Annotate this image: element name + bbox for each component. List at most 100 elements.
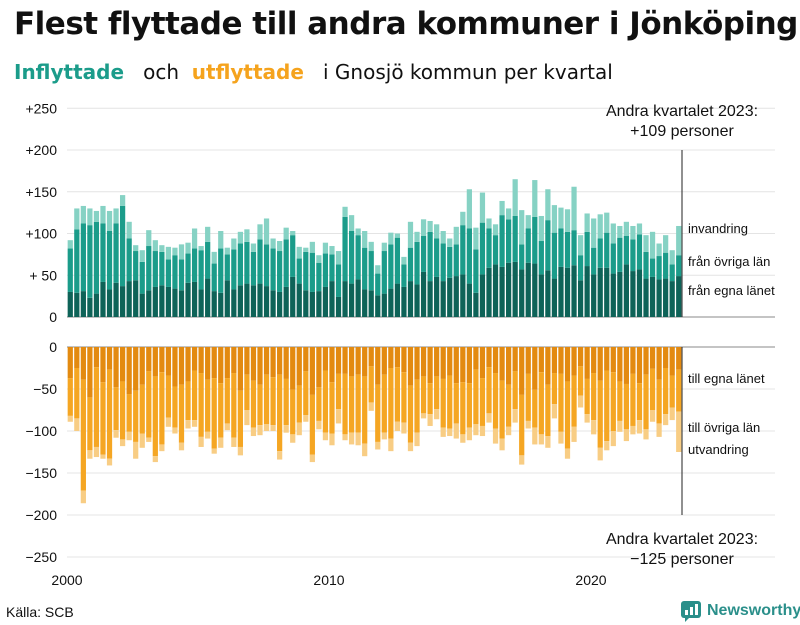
bar-out-1 (486, 367, 492, 414)
bar-in-2 (263, 218, 270, 245)
bar-out-2 (617, 420, 623, 432)
bar-out-0 (270, 347, 276, 378)
bar-in-2 (257, 224, 263, 240)
bar-out-0 (348, 347, 355, 377)
bar-out-1 (231, 373, 237, 438)
bar-in-0 (617, 271, 623, 317)
bar-out-0 (244, 347, 250, 375)
bar-out-0 (67, 347, 73, 379)
bar-out-2 (506, 426, 512, 436)
bar-in-1 (551, 232, 558, 279)
bar-in-1 (126, 238, 132, 282)
bar-out-2 (231, 437, 237, 447)
bar-out-0 (460, 347, 466, 383)
bar-in-2 (244, 229, 250, 242)
bar-out-1 (610, 372, 616, 431)
bar-out-2 (126, 431, 132, 441)
bar-in-2 (93, 210, 100, 222)
bar-in-1 (146, 246, 152, 291)
y-tick-top: +200 (25, 142, 57, 158)
bar-out-1 (322, 370, 329, 433)
bar-out-1 (401, 372, 407, 423)
bar-in-2 (407, 221, 414, 248)
bar-out-1 (185, 381, 191, 421)
bar-out-1 (283, 378, 289, 426)
bar-in-0 (571, 265, 577, 317)
bar-out-1 (335, 373, 342, 410)
bar-out-1 (296, 385, 302, 423)
bar-in-1 (296, 258, 302, 284)
bar-out-1 (453, 383, 459, 424)
bar-out-0 (335, 347, 342, 374)
bar-out-0 (119, 347, 126, 382)
bar-out-2 (466, 427, 472, 441)
bar-in-0 (630, 271, 636, 317)
bar-in-2 (440, 231, 446, 244)
bar-out-0 (623, 347, 629, 384)
bar-out-0 (630, 347, 636, 374)
bar-in-1 (231, 249, 237, 290)
bar-out-0 (178, 347, 185, 385)
bar-in-0 (329, 281, 335, 318)
bar-in-2 (447, 238, 453, 247)
bar-in-2 (303, 247, 309, 252)
bar-out-0 (355, 347, 361, 375)
bar-out-1 (80, 379, 86, 491)
bar-out-0 (604, 347, 610, 371)
newsworthy-logo-icon (681, 601, 701, 622)
bar-out-0 (414, 347, 420, 380)
bar-out-1 (597, 380, 603, 448)
bar-in-2 (283, 227, 289, 240)
bar-in-2 (100, 205, 106, 224)
annotation-top: Andra kvartalet 2023: (606, 103, 758, 120)
bar-out-1 (466, 383, 472, 428)
migration-chart: +250 +200 +150 +100 + 50 0 0 −50 −100 −150 −200 −25… (25, 100, 775, 588)
bar-in-1 (669, 264, 675, 282)
bar-out-2 (649, 410, 656, 422)
bar-in-2 (80, 205, 86, 224)
bar-out-1 (113, 387, 119, 431)
bar-in-2 (198, 246, 204, 251)
bar-out-2 (460, 434, 466, 443)
bar-in-2 (185, 242, 191, 254)
bar-out-1 (649, 368, 656, 410)
bar-out-2 (375, 441, 381, 450)
bar-in-1 (453, 244, 459, 277)
y-tick-bottom: −150 (25, 465, 57, 481)
bar-out-1 (414, 379, 420, 433)
bar-out-2 (453, 423, 459, 439)
bar-in-1 (381, 251, 387, 294)
bar-in-1 (577, 255, 584, 281)
y-tick-top: 0 (49, 309, 57, 325)
bar-in-0 (669, 281, 675, 318)
bar-out-1 (519, 394, 525, 456)
bar-in-1 (257, 239, 263, 284)
bar-out-0 (453, 347, 459, 384)
bar-out-1 (152, 376, 158, 457)
y-tick-bottom: −250 (25, 549, 57, 565)
bar-in-1 (342, 216, 348, 282)
bar-in-0 (303, 290, 309, 317)
bar-out-0 (591, 347, 597, 374)
bar-out-2 (348, 432, 355, 445)
bar-out-1 (532, 389, 538, 428)
bar-in-2 (519, 210, 525, 245)
bar-in-1 (159, 251, 165, 286)
bar-in-2 (466, 189, 472, 229)
bar-out-2 (558, 431, 564, 444)
bar-out-1 (591, 373, 597, 421)
bar-out-1 (146, 371, 152, 438)
bar-in-1 (237, 243, 243, 286)
bar-in-2 (172, 247, 178, 256)
bar-out-1 (211, 378, 217, 449)
bar-out-1 (545, 384, 551, 437)
bar-in-0 (584, 266, 590, 317)
bar-out-2 (309, 454, 315, 463)
bar-out-1 (394, 367, 401, 422)
bar-in-1 (87, 225, 93, 298)
series-label-out: till övriga län (688, 420, 760, 435)
bar-out-1 (270, 377, 276, 426)
bar-in-0 (407, 281, 414, 318)
bar-in-0 (309, 291, 315, 317)
bar-out-0 (191, 347, 198, 371)
